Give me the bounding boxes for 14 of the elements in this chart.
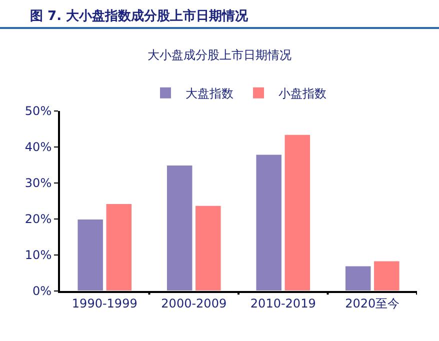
legend-label: 大盘指数 (186, 86, 234, 101)
y-tick-label: 0% (32, 284, 52, 298)
chart-subtitle: 大小盘成分股上市日期情况 (148, 48, 292, 62)
y-tick-label: 40% (24, 140, 52, 154)
x-tick-label: 2000-2009 (161, 296, 227, 310)
y-tick-label: 20% (24, 212, 52, 226)
x-tick-label: 2010-2019 (250, 296, 316, 310)
y-tick-label: 50% (24, 104, 52, 118)
y-tick-label: 30% (24, 176, 52, 190)
y-tick-label: 10% (24, 248, 52, 262)
x-tick-label: 2020至今 (345, 296, 400, 310)
x-tick-label: 1990-1999 (72, 296, 138, 310)
chart-title: 图 7. 大小盘指数成分股上市日期情况 (0, 0, 439, 29)
legend-label: 小盘指数 (278, 86, 326, 101)
